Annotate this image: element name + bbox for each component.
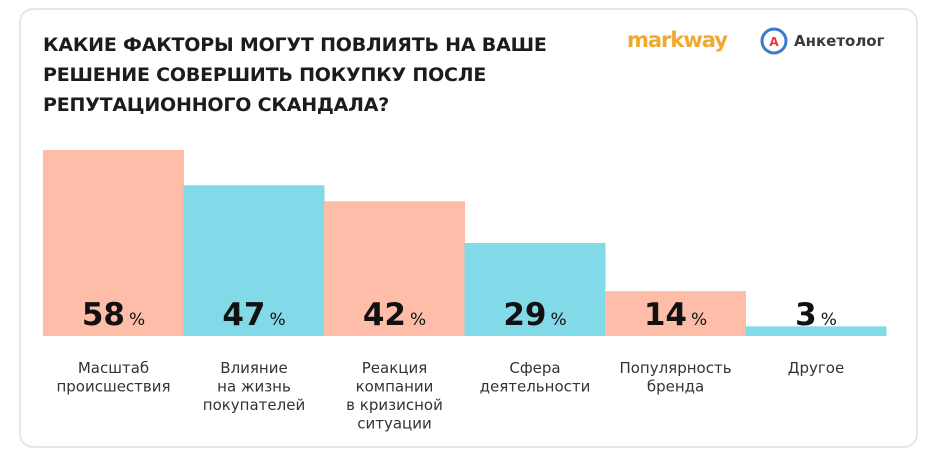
category-label: Популярность бренда xyxy=(619,359,731,396)
category-label: Влияние на жизнь покупателей xyxy=(203,359,305,414)
anketolog-icon: А xyxy=(760,27,788,55)
category-label: Другое xyxy=(788,359,844,377)
chart-title-line-3: РЕПУТАЦИОННОГО СКАНДАЛА? xyxy=(43,94,390,116)
category-label: Реакция компании в кризисной ситуации xyxy=(346,359,443,433)
bar-value-label: 42% xyxy=(363,297,426,333)
bar-value-label: 58% xyxy=(82,297,145,333)
category-label: Сфера деятельности xyxy=(480,359,591,396)
markway-logo: markway xyxy=(627,28,728,52)
bar xyxy=(745,326,887,336)
bar xyxy=(464,243,606,336)
bar xyxy=(183,185,325,336)
bar-value-label: 3% xyxy=(795,297,837,333)
bar xyxy=(605,291,746,336)
bar-value-label: 29% xyxy=(503,297,566,333)
chart-title-line-2: РЕШЕНИЕ СОВЕРШИТЬ ПОКУПКУ ПОСЛЕ xyxy=(43,64,487,86)
anketolog-logo: А Анкетолог xyxy=(760,27,884,55)
bar-value-label: 14% xyxy=(644,297,707,333)
anketolog-icon-letter: А xyxy=(769,35,779,49)
bar xyxy=(324,201,465,336)
category-label: Масштаб происшествия xyxy=(56,359,170,396)
bar xyxy=(43,150,184,336)
chart-title-line-1: КАКИЕ ФАКТОРЫ МОГУТ ПОВЛИЯТЬ НА ВАШЕ xyxy=(43,34,547,56)
chart-title: КАКИЕ ФАКТОРЫ МОГУТ ПОВЛИЯТЬ НА ВАШЕ РЕШ… xyxy=(43,30,603,120)
bar-value-label: 47% xyxy=(222,297,285,333)
anketolog-label: Анкетолог xyxy=(794,32,885,50)
